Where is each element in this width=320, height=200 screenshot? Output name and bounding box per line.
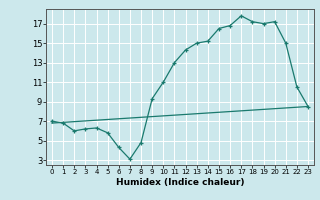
- X-axis label: Humidex (Indice chaleur): Humidex (Indice chaleur): [116, 178, 244, 187]
